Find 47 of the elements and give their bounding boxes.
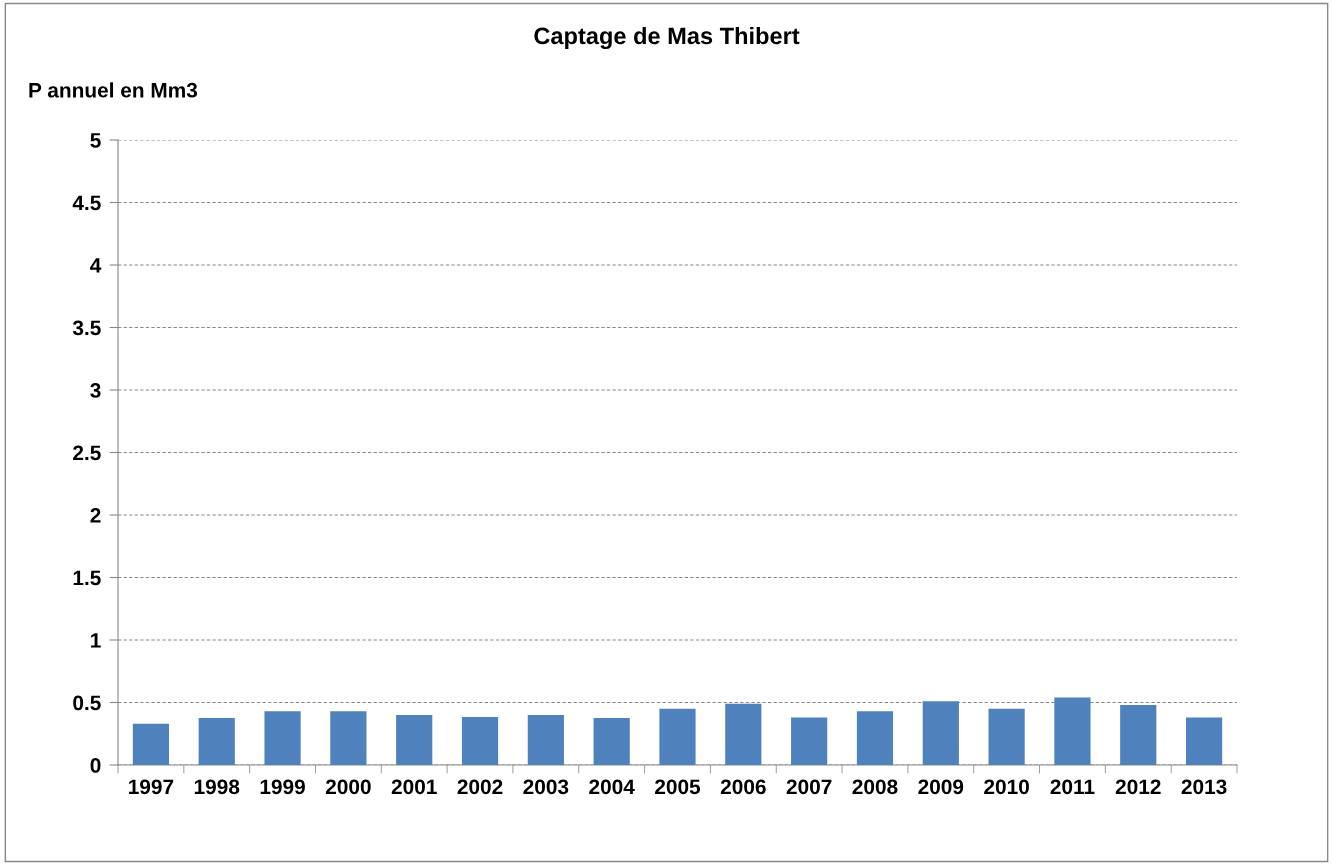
bar — [1185, 717, 1223, 765]
bar — [396, 715, 433, 765]
x-tick-label: 2004 — [589, 779, 635, 795]
x-tick-label: 2011 — [1050, 779, 1095, 795]
y-tick-label: 2 — [90, 508, 101, 523]
x-tick-label: 1997 — [129, 779, 174, 795]
chart-title: Captage de Mas Thibert — [534, 26, 800, 50]
bar — [132, 723, 170, 765]
x-tick-label: 1998 — [194, 779, 240, 795]
x-tick-label: 2006 — [720, 779, 766, 795]
y-tick-label: 4 — [90, 258, 102, 273]
x-tick-label: 2008 — [852, 779, 898, 795]
x-tick-label: 1999 — [260, 779, 305, 795]
y-tick-label: 1 — [91, 633, 101, 648]
y-axis-title: P annuel en Mm3 — [29, 82, 198, 98]
x-tick-label: 2002 — [457, 779, 503, 795]
bar — [988, 708, 1025, 765]
x-tick-label: 2000 — [325, 779, 371, 795]
bar — [922, 701, 959, 765]
x-tick-label: 2013 — [1181, 779, 1227, 795]
bar — [198, 718, 235, 765]
y-tick-label: 5 — [90, 133, 101, 148]
y-tick-label: 0 — [90, 758, 101, 773]
x-tick-label: 2001 — [391, 779, 437, 795]
y-tick-label: 1.5 — [73, 570, 101, 586]
x-tick-label: 2012 — [1115, 779, 1161, 795]
x-tick-label: 2007 — [786, 779, 832, 795]
bar — [330, 711, 367, 765]
x-tick-label: 2005 — [655, 779, 701, 795]
x-tick-label: 2003 — [523, 779, 569, 795]
x-tick-label: 2009 — [918, 779, 964, 795]
x-tick-label: 2010 — [984, 779, 1029, 795]
y-tick-label: 3.5 — [72, 320, 101, 336]
bar — [1054, 697, 1091, 765]
bar — [725, 703, 762, 765]
bar — [791, 717, 828, 765]
bar — [856, 711, 894, 765]
y-tick-label: 3 — [90, 383, 101, 398]
bar — [593, 718, 630, 765]
y-tick-label: 0.5 — [73, 695, 101, 711]
y-tick-label: 4.5 — [72, 195, 101, 211]
bar — [659, 708, 696, 765]
bar — [1120, 705, 1157, 765]
y-tick-label: 2.5 — [73, 445, 101, 461]
bar — [527, 715, 564, 765]
bar — [461, 716, 499, 765]
bar — [264, 711, 301, 765]
